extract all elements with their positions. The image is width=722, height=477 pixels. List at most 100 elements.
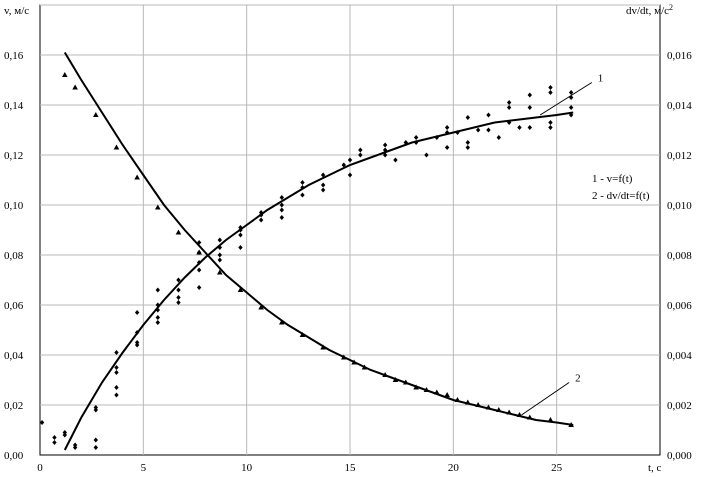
velocity-point <box>52 440 57 445</box>
velocity-point <box>465 140 470 145</box>
left-axis-label: v, м/с <box>4 5 29 17</box>
acceleration-point <box>72 84 78 90</box>
velocity-point <box>279 215 284 220</box>
velocity-point <box>176 295 181 300</box>
velocity-point <box>93 445 98 450</box>
left-tick-label: 0,16 <box>4 50 24 62</box>
left-tick-label: 0,10 <box>4 200 24 212</box>
velocity-point <box>568 105 574 110</box>
acceleration-point <box>134 174 140 180</box>
acceleration-point <box>527 414 533 420</box>
velocity-point <box>413 135 419 140</box>
acceleration-point <box>413 384 419 390</box>
x-tick-label: 10 <box>241 462 253 474</box>
velocity-point <box>258 212 264 218</box>
velocity-point <box>465 115 470 120</box>
right-tick-label: 0,000 <box>667 450 692 462</box>
velocity-point <box>155 302 160 308</box>
velocity-point <box>300 192 305 198</box>
velocity-point <box>196 267 202 273</box>
curve-labels: 12 <box>521 73 603 416</box>
velocity-point <box>444 145 450 150</box>
velocity-point <box>434 135 439 140</box>
velocity-point <box>527 92 532 98</box>
right-tick-label: 0,004 <box>667 350 692 362</box>
left-tick-label: 0,02 <box>4 400 23 412</box>
velocity-point <box>393 157 398 163</box>
velocity-point <box>196 240 202 245</box>
velocity-point <box>52 435 57 440</box>
x-tick-label: 0 <box>37 462 43 474</box>
acceleration-point <box>423 387 430 392</box>
x-axis-ticks: 0 5 10 15 20 25 <box>37 462 562 474</box>
right-tick-label: 0,014 <box>667 100 692 112</box>
velocity-point <box>72 445 78 450</box>
acceleration-point <box>237 287 244 292</box>
velocity-point <box>506 105 512 110</box>
velocity-point <box>341 162 346 168</box>
legend-item-acceleration: 2 - dv/dt=f(t) <box>592 190 650 202</box>
velocity-point <box>217 252 222 258</box>
velocity-point <box>413 140 419 145</box>
velocity-point <box>114 392 119 398</box>
velocity-point <box>444 130 450 135</box>
velocity-point <box>134 342 140 348</box>
acceleration-point <box>113 144 120 150</box>
velocity-point <box>279 202 284 208</box>
velocity-point <box>527 105 532 110</box>
acceleration-point <box>258 304 264 310</box>
velocity-point <box>320 182 326 188</box>
x-axis-label: t, с <box>648 462 662 474</box>
velocity-point <box>568 112 574 118</box>
velocity-point <box>134 310 140 315</box>
legend-item-velocity: 1 - v=f(t) <box>592 173 633 185</box>
velocity-point <box>382 142 388 148</box>
velocity-point <box>196 285 202 290</box>
velocity-point <box>568 95 574 100</box>
acceleration-point <box>485 404 492 410</box>
velocity-point <box>496 135 501 140</box>
acceleration-point <box>320 344 326 350</box>
velocity-point <box>279 195 284 200</box>
acceleration-point <box>299 332 306 337</box>
left-tick-label: 0,06 <box>4 300 24 312</box>
acceleration-point <box>196 249 202 255</box>
velocity-point <box>347 157 353 163</box>
velocity-point <box>455 130 460 135</box>
acceleration-point <box>392 377 399 382</box>
velocity-point <box>217 257 222 263</box>
velocity-point <box>424 152 429 158</box>
velocity-point <box>114 350 119 355</box>
left-tick-label: 0,12 <box>4 150 23 162</box>
acceleration-point <box>444 392 450 397</box>
acceleration-point <box>403 379 409 385</box>
right-tick-label: 0,016 <box>667 50 692 62</box>
acceleration-point <box>62 72 68 77</box>
velocity-point <box>506 120 512 125</box>
right-tick-label: 0,006 <box>667 300 692 312</box>
velocity-point <box>176 300 181 305</box>
acceleration-point <box>465 399 471 405</box>
series-velocity <box>39 85 574 451</box>
velocity-point <box>475 127 481 133</box>
velocity-point <box>358 147 363 153</box>
curve-1-leader <box>539 82 593 116</box>
velocity-point <box>382 147 388 153</box>
velocity-point <box>217 245 222 250</box>
velocity-point <box>486 127 491 133</box>
velocity-point <box>238 245 243 250</box>
right-tick-label: 0,012 <box>667 150 692 162</box>
velocity-point <box>517 125 522 130</box>
x-tick-label: 20 <box>448 462 460 474</box>
velocity-point <box>347 172 353 178</box>
velocity-point <box>176 287 181 293</box>
x-tick-label: 15 <box>345 462 357 474</box>
acceleration-point <box>361 364 368 370</box>
velocity-point <box>155 320 160 325</box>
velocity-point <box>548 125 553 130</box>
velocity-point <box>548 120 553 125</box>
acceleration-point <box>155 204 161 210</box>
curve-2-leader <box>521 382 570 416</box>
velocity-point <box>114 365 119 370</box>
velocity-point <box>548 90 553 95</box>
